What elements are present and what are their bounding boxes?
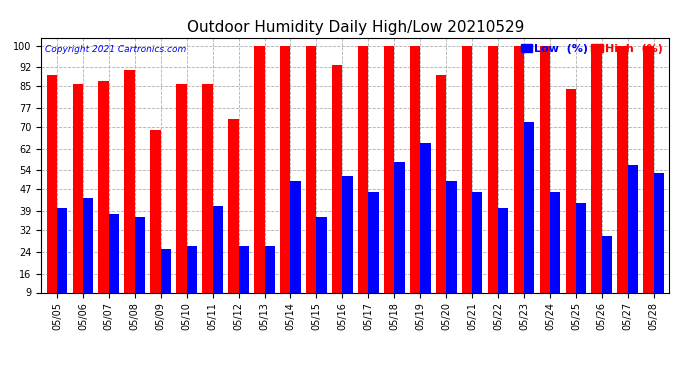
Bar (566, 89, 576, 292)
Bar (446, 181, 457, 292)
Bar (177, 84, 187, 292)
Bar (524, 122, 534, 292)
Bar (306, 46, 317, 292)
Bar (213, 206, 223, 292)
Bar (47, 75, 57, 292)
Bar (602, 236, 612, 292)
Bar (643, 46, 653, 292)
Bar (513, 46, 524, 292)
Bar (290, 181, 301, 292)
Bar (436, 75, 446, 292)
Bar (99, 81, 109, 292)
Bar (72, 84, 83, 292)
Bar (280, 46, 290, 292)
Bar (83, 198, 93, 292)
Bar (135, 216, 145, 292)
Bar (264, 246, 275, 292)
Bar (498, 209, 509, 292)
Bar (540, 46, 550, 292)
Title: Outdoor Humidity Daily High/Low 20210529: Outdoor Humidity Daily High/Low 20210529 (187, 20, 524, 35)
Bar (109, 214, 119, 292)
Bar (332, 64, 342, 292)
Bar (187, 246, 197, 292)
Bar (342, 176, 353, 292)
Bar (202, 84, 213, 292)
Bar (150, 130, 161, 292)
Bar (628, 165, 638, 292)
Bar (618, 46, 628, 292)
Bar (124, 70, 135, 292)
Bar (410, 46, 420, 292)
Bar (384, 46, 394, 292)
Bar (488, 46, 498, 292)
Bar (462, 46, 472, 292)
Bar (550, 192, 560, 292)
Bar (317, 216, 327, 292)
Bar (254, 46, 264, 292)
Bar (591, 46, 602, 292)
Bar (653, 173, 664, 292)
Bar (472, 192, 482, 292)
Bar (161, 249, 171, 292)
Bar (358, 46, 368, 292)
Bar (228, 119, 239, 292)
Bar (57, 209, 68, 292)
Bar (576, 203, 586, 292)
Bar (239, 246, 249, 292)
Bar (394, 162, 404, 292)
Legend: Low  (%), High  (%): Low (%), High (%) (520, 43, 664, 55)
Bar (420, 143, 431, 292)
Text: Copyright 2021 Cartronics.com: Copyright 2021 Cartronics.com (45, 45, 186, 54)
Bar (368, 192, 379, 292)
